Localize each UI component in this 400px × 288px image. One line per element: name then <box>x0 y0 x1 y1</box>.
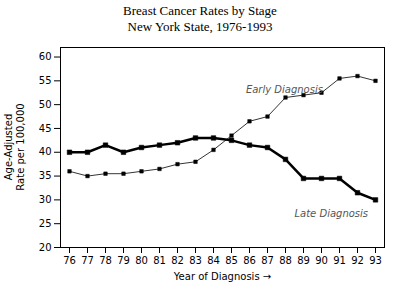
svg-text:91: 91 <box>333 255 346 266</box>
svg-text:82: 82 <box>171 255 184 266</box>
svg-text:60: 60 <box>39 51 52 62</box>
svg-text:50: 50 <box>39 99 52 110</box>
svg-text:87: 87 <box>261 255 274 266</box>
svg-text:85: 85 <box>225 255 238 266</box>
svg-text:Early Diagnosis: Early Diagnosis <box>246 84 323 95</box>
svg-text:25: 25 <box>39 218 52 229</box>
svg-text:81: 81 <box>153 255 166 266</box>
svg-text:86: 86 <box>243 255 256 266</box>
svg-text:45: 45 <box>39 123 52 134</box>
svg-text:93: 93 <box>369 255 382 266</box>
svg-text:89: 89 <box>297 255 310 266</box>
html-text:Breast Cancer Rates by Stage: Breast Cancer Rates by Stage <box>123 3 277 18</box>
svg-text:80: 80 <box>135 255 148 266</box>
svg-text:20: 20 <box>39 242 52 253</box>
svg-text:Age-AdjustedRate per 100,000: Age-AdjustedRate per 100,000 <box>3 103 26 190</box>
svg-text:30: 30 <box>39 194 52 205</box>
svg-text:88: 88 <box>279 255 292 266</box>
svg-text:40: 40 <box>39 146 52 157</box>
svg-text:78: 78 <box>99 255 112 266</box>
svg-text:77: 77 <box>81 255 94 266</box>
svg-text:83: 83 <box>189 255 202 266</box>
svg-text:Late Diagnosis: Late Diagnosis <box>295 208 369 219</box>
svg-text:76: 76 <box>63 255 76 266</box>
svg-text:Year of Diagnosis →: Year of Diagnosis → <box>173 271 271 282</box>
svg-text:84: 84 <box>207 255 220 266</box>
svg-text:79: 79 <box>117 255 130 266</box>
svg-text:35: 35 <box>39 170 52 181</box>
html-text:New York State, 1976-1993: New York State, 1976-1993 <box>127 19 273 34</box>
svg-text:92: 92 <box>351 255 364 266</box>
svg-text:90: 90 <box>315 255 328 266</box>
svg-text:55: 55 <box>39 75 52 86</box>
